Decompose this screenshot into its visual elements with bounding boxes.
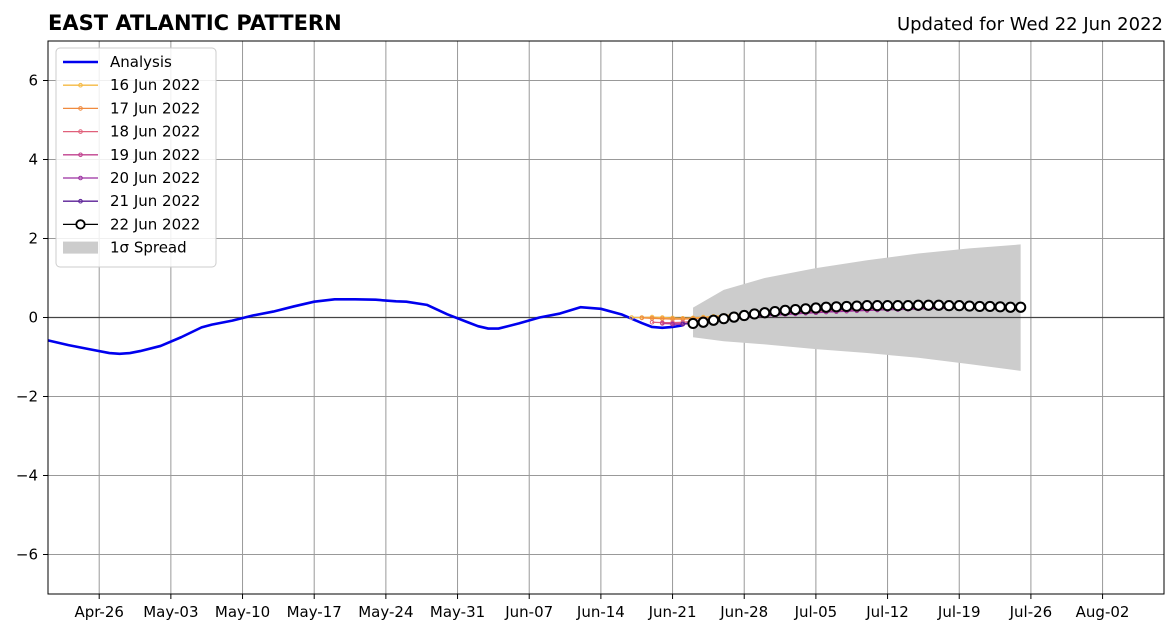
forecast-point (841, 300, 853, 313)
x-tick-label: Aug-02 (1076, 603, 1130, 621)
legend-label: 16 Jun 2022 (110, 76, 200, 94)
forecast-series (629, 299, 1027, 330)
analysis-line (47, 298, 683, 356)
y-tick-label: 2 (28, 230, 38, 248)
forecast-point (738, 309, 750, 322)
forecast-point (639, 315, 645, 321)
x-tick-label: May-24 (358, 603, 413, 621)
x-tick-label: Jul-05 (794, 603, 838, 621)
x-tick-label: May-10 (215, 603, 270, 621)
chart-title: EAST ATLANTIC PATTERN (48, 11, 342, 35)
x-tick-label: Jul-26 (1009, 603, 1053, 621)
y-tick-label: 4 (28, 151, 38, 169)
forecast-point (912, 299, 924, 311)
legend-label: 20 Jun 2022 (110, 169, 200, 187)
forecast-point (779, 304, 791, 316)
x-tick-label: Jul-19 (937, 603, 981, 621)
legend-marker (78, 175, 83, 181)
legend-label: Analysis (110, 53, 172, 71)
forecast-point (922, 299, 935, 311)
forecast-point (728, 311, 740, 323)
forecast-point (943, 300, 955, 312)
legend: Analysis 16 Jun 2022 17 Jun 2022 18 Jun 202… (55, 47, 217, 268)
x-tick-label: May-03 (143, 603, 198, 621)
forecast-point (861, 300, 873, 312)
x-tick-label: May-31 (430, 603, 485, 621)
forecast-point (649, 319, 655, 325)
forecast-point (707, 314, 720, 326)
legend-marker (78, 152, 83, 158)
forecast-point (1004, 301, 1017, 313)
forecast-point (810, 302, 822, 314)
forecast-point (769, 305, 781, 318)
forecast-point (687, 317, 699, 330)
legend-box (55, 47, 217, 268)
legend-label: 21 Jun 2022 (110, 192, 200, 210)
legend-swatch (63, 241, 98, 254)
y-tick-label: 6 (28, 72, 38, 90)
legend-label: 17 Jun 2022 (110, 99, 200, 117)
forecast-point (759, 307, 771, 319)
forecast-point (680, 321, 686, 327)
legend-label: 18 Jun 2022 (110, 123, 200, 141)
x-tick-label: Jun-21 (648, 603, 697, 621)
forecast-point (994, 301, 1006, 313)
legend-marker (75, 219, 86, 230)
forecast-point (748, 308, 761, 320)
legend-marker (78, 82, 83, 88)
forecast-point (789, 304, 802, 316)
forecast-point (800, 303, 812, 315)
forecast-point (953, 300, 965, 312)
forecast-point (820, 301, 832, 313)
forecast-22-jun-2022 (687, 299, 1027, 330)
x-tick-label: May-17 (287, 603, 342, 621)
legend-marker (78, 129, 83, 134)
x-tick-label: Jun-28 (719, 603, 768, 621)
legend-label: 1σ Spread (110, 239, 187, 257)
forecast-point (963, 300, 976, 312)
y-tick-label: 0 (28, 309, 38, 327)
forecast-point (892, 300, 904, 312)
forecast-point (902, 300, 914, 312)
forecast-point (718, 313, 730, 325)
legend-marker (78, 106, 83, 111)
forecast-point (881, 300, 894, 312)
analysis-series (47, 298, 683, 356)
forecast-point (1015, 301, 1027, 313)
forecast-point (660, 321, 665, 326)
forecast-point (974, 300, 986, 313)
chart-subtitle: Updated for Wed 22 Jun 2022 (897, 14, 1163, 35)
forecast-point (697, 316, 709, 328)
x-tick-label: Jun-07 (504, 603, 553, 621)
legend-label: 19 Jun 2022 (110, 146, 200, 164)
forecast-point (830, 301, 842, 313)
forecast-point (933, 299, 945, 311)
forecast-point (629, 315, 634, 320)
x-tick-label: Apr-26 (74, 603, 124, 621)
forecast-point (851, 300, 863, 312)
axis-ticks: Apr-26 May-03 May-10 May-17 May-24 May-31 Jun-… (16, 72, 1130, 622)
forecast-point (871, 300, 883, 312)
legend-label: 22 Jun 2022 (110, 215, 200, 233)
forecast-point (670, 321, 675, 327)
x-tick-label: Jul-12 (865, 603, 909, 621)
forecast-point (984, 300, 996, 313)
x-tick-label: Jun-14 (576, 603, 625, 621)
y-tick-label: −4 (16, 467, 38, 485)
legend-marker (78, 198, 83, 204)
y-tick-label: −2 (16, 388, 38, 406)
y-tick-label: −6 (16, 546, 38, 564)
